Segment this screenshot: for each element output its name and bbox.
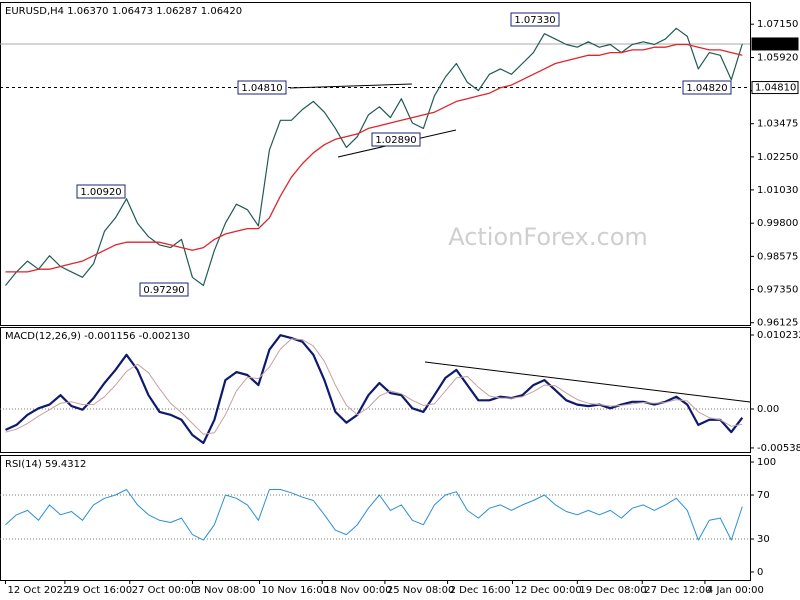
- x-tick-label: 19 Oct 16:00: [67, 585, 132, 596]
- series-line: [5, 43, 743, 273]
- x-tick-label: 2 Dec 16:00: [450, 585, 511, 596]
- watermark: ActionForex.com: [448, 223, 648, 251]
- annotation-label: 1.04820: [686, 83, 727, 94]
- annotation-box: [682, 80, 732, 95]
- y-tick-label: 1.01030: [757, 185, 798, 196]
- x-tick-label: 18 Nov 00:00: [324, 585, 391, 596]
- annotation-label: 1.02890: [375, 135, 416, 146]
- price-level-label: 1.04810: [755, 83, 796, 94]
- x-tick-label: 4 Jan 00:00: [707, 585, 764, 596]
- y-tick-label: 1.05920: [757, 53, 798, 64]
- annotation-label: 1.07330: [514, 15, 555, 26]
- y-tick-label: 0.96125: [757, 318, 798, 329]
- series-line: [5, 489, 743, 541]
- x-tick-label: 19 Dec 08:00: [579, 585, 646, 596]
- y-tick-label: 0.010232: [757, 330, 800, 341]
- y-tick-label: 1.02250: [757, 152, 798, 163]
- x-tick-label: 3 Nov 08:00: [194, 585, 255, 596]
- annotation-label: 1.00920: [80, 187, 121, 198]
- annotation-label: 0.97290: [143, 285, 184, 296]
- price-level-box: [751, 81, 799, 95]
- x-tick-label: 25 Nov 08:00: [387, 585, 454, 596]
- x-tick-label: 27 Dec 12:00: [644, 585, 711, 596]
- panel-frame: [0, 2, 751, 326]
- trendline: [424, 361, 751, 403]
- panel-title: EURUSD,H4 1.06370 1.06473 1.06287 1.0642…: [5, 6, 242, 17]
- y-tick-label: 0.99800: [757, 218, 798, 229]
- annotation-box: [76, 184, 126, 199]
- x-tick-label: 12 Oct 2022: [7, 585, 69, 596]
- annotation-box: [139, 282, 189, 297]
- series-line: [5, 338, 743, 435]
- y-tick-label: 0.97350: [757, 285, 798, 296]
- panel-title: RSI(14) 59.4312: [5, 459, 86, 470]
- y-tick-label: 30: [757, 534, 770, 545]
- price-level-label: 1.06420: [755, 39, 796, 50]
- annotation-box: [371, 132, 421, 147]
- annotation-box: [510, 12, 560, 27]
- panel-title: MACD(12,26,9) -0.001156 -0.002130: [5, 331, 190, 342]
- y-tick-label: -0.005389: [757, 443, 800, 454]
- y-tick-label: 0: [757, 567, 763, 578]
- y-tick-label: 0.00: [757, 404, 779, 415]
- panel-frame: [0, 455, 751, 581]
- price-level-box: [751, 37, 799, 51]
- y-tick-label: 100: [757, 457, 776, 468]
- x-tick-label: 12 Dec 00:00: [514, 585, 581, 596]
- y-tick-label: 70: [757, 490, 770, 501]
- y-tick-label: 1.07150: [757, 19, 798, 30]
- y-tick-label: 0.98575: [757, 251, 798, 262]
- series-line: [5, 27, 743, 287]
- panel-frame: [0, 327, 751, 453]
- annotation-box: [237, 80, 287, 95]
- x-tick-label: 10 Nov 16:00: [262, 585, 329, 596]
- y-tick-label: 1.03475: [757, 119, 798, 130]
- annotation-label: 1.04810: [241, 83, 282, 94]
- x-tick-label: 27 Oct 00:00: [132, 585, 197, 596]
- trendline: [289, 83, 413, 89]
